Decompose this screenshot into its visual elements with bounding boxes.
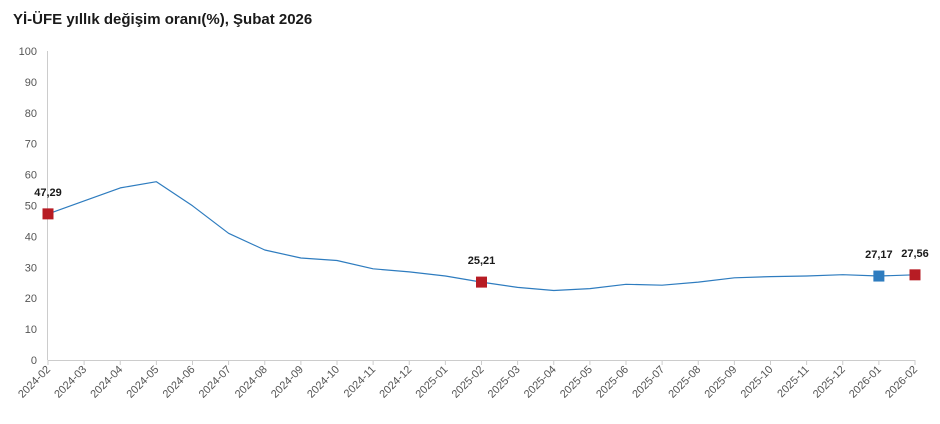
data-marker xyxy=(909,269,921,281)
y-tick-label: 90 xyxy=(25,77,37,89)
x-tick-label: 2024-09 xyxy=(269,364,306,401)
x-tick-label: 2025-11 xyxy=(775,364,811,400)
y-tick-label: 30 xyxy=(25,262,37,274)
x-tick-label: 2025-10 xyxy=(739,364,776,401)
x-tick-label: 2024-04 xyxy=(88,364,125,401)
data-marker xyxy=(873,270,885,282)
x-tick-label: 2025-06 xyxy=(594,364,631,401)
x-tick-label: 2025-09 xyxy=(702,364,739,401)
y-tick-label: 80 xyxy=(25,108,37,120)
x-tick-label: 2025-03 xyxy=(486,364,523,401)
y-tick-label: 70 xyxy=(25,139,37,151)
x-axis-ticks: 2024-02 2024-03 2024-04 2024-05 2024-06 2024-… xyxy=(16,360,920,401)
y-axis-ticks: 0 10 20 30 40 50 60 70 80 90 100 xyxy=(19,46,37,367)
x-tick-label: 2025-04 xyxy=(522,364,559,401)
x-tick-label: 2025-08 xyxy=(666,364,703,401)
data-marker xyxy=(476,276,487,288)
x-tick-label: 2025-12 xyxy=(811,364,848,401)
series-layer xyxy=(47,181,916,292)
x-tick-label: 2024-07 xyxy=(197,364,234,401)
data-label: 27,56 xyxy=(901,248,929,260)
data-label-layer: 47,29 25,21 27,17 27,56 xyxy=(34,187,929,267)
x-tick-label: 2024-11 xyxy=(342,364,378,400)
data-marker xyxy=(42,208,54,220)
chart-title: Yİ-ÜFE yıllık değişim oranı(%), Şubat 20… xyxy=(13,11,313,28)
y-tick-label: 40 xyxy=(25,231,37,243)
x-tick-label: 2025-07 xyxy=(630,364,667,401)
y-tick-label: 100 xyxy=(19,46,37,58)
axes xyxy=(47,51,915,361)
series-line xyxy=(47,181,916,292)
x-tick-label: 2026-01 xyxy=(847,364,884,401)
x-tick-label: 2024-05 xyxy=(124,364,161,401)
y-tick-label: 60 xyxy=(25,170,37,182)
y-tick-label: 0 xyxy=(31,355,37,367)
data-label: 25,21 xyxy=(468,255,496,267)
x-tick-label: 2024-08 xyxy=(233,364,270,401)
x-tick-label: 2024-10 xyxy=(305,364,342,401)
y-tick-label: 50 xyxy=(25,201,37,213)
y-tick-label: 20 xyxy=(25,293,37,305)
x-tick-label: 2024-06 xyxy=(161,364,198,401)
x-tick-label: 2025-02 xyxy=(450,364,487,401)
x-tick-label: 2025-05 xyxy=(558,364,595,401)
x-tick-label: 2025-01 xyxy=(413,364,450,401)
x-tick-label: 2026-02 xyxy=(883,364,920,401)
x-tick-label: 2024-12 xyxy=(377,364,414,401)
x-tick-label: 2024-02 xyxy=(16,364,53,401)
data-label: 47,29 xyxy=(34,187,62,199)
marker-layer xyxy=(42,208,921,288)
y-tick-label: 10 xyxy=(25,324,37,336)
x-tick-label: 2024-03 xyxy=(52,364,89,401)
data-label: 27,17 xyxy=(865,249,893,261)
